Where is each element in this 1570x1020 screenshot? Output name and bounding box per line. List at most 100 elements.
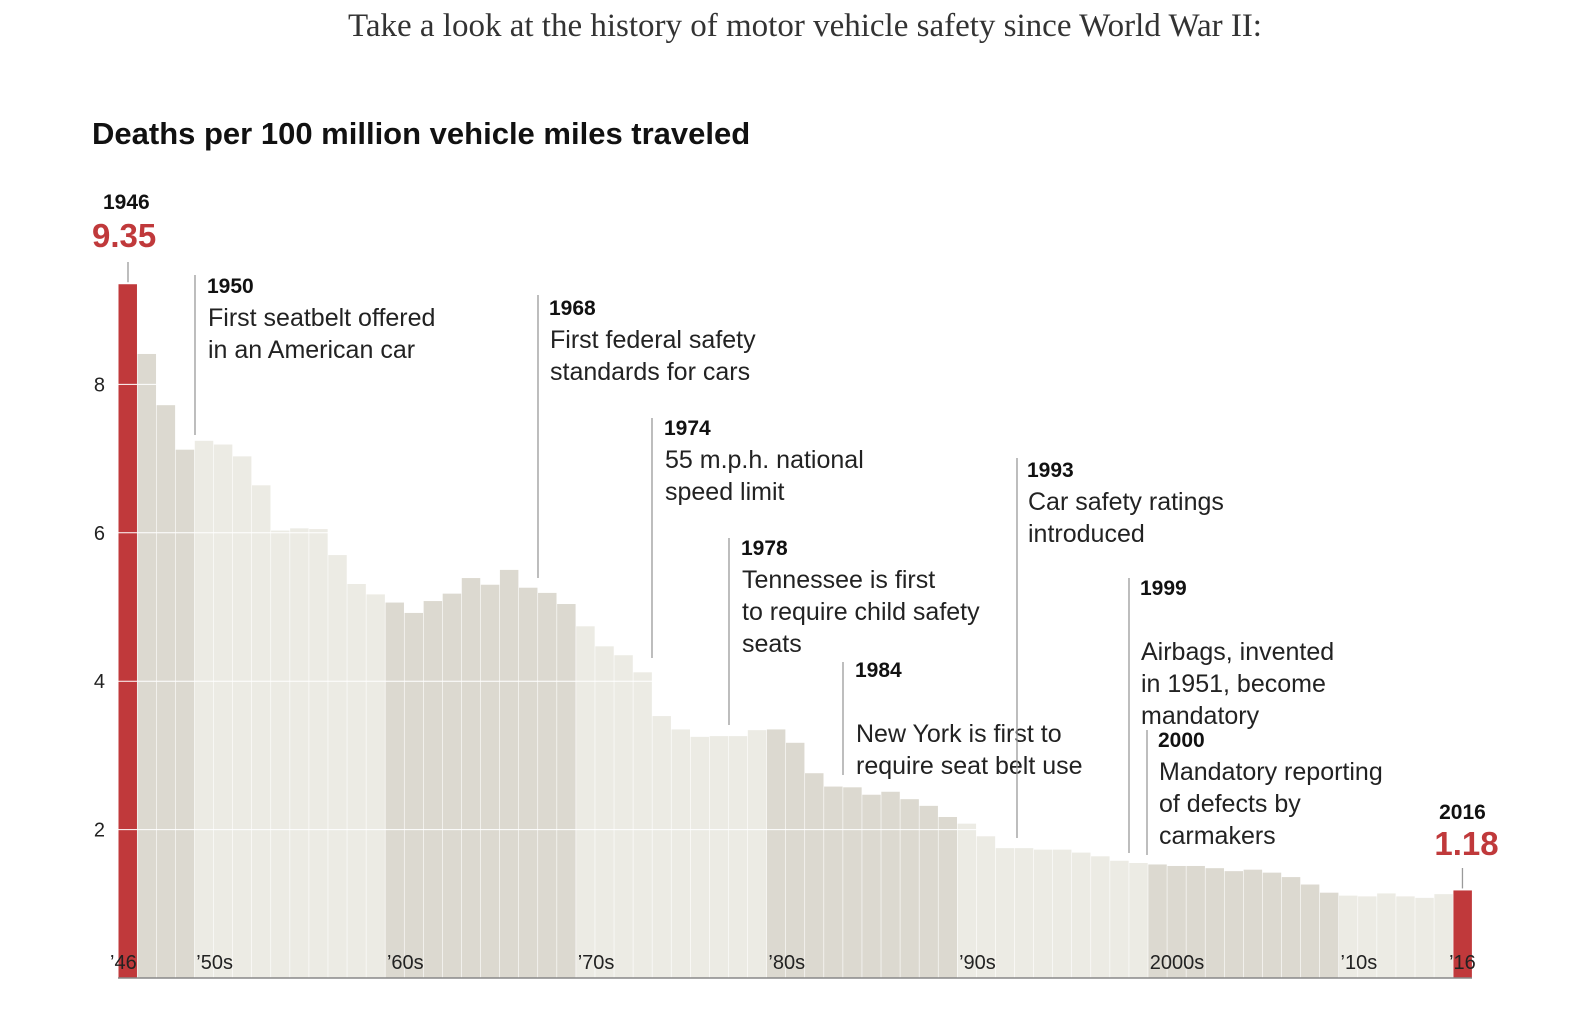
y-ticks-group: 2 4 6 8	[94, 374, 105, 841]
annotation-year-1993: 1993	[1027, 459, 1074, 482]
bar-1999	[1129, 862, 1148, 978]
annotation-text-1968-0: First federal safety	[550, 326, 756, 354]
annotation-text-1993-0: Car safety ratings	[1028, 488, 1224, 516]
annotation-text-1984-2: require seat belt use	[856, 752, 1083, 780]
bar-2015	[1434, 894, 1453, 978]
chart-title: Deaths per 100 million vehicle miles tra…	[92, 116, 751, 151]
bar-1977	[709, 736, 729, 978]
bar-1972	[614, 655, 633, 978]
bar-1989	[938, 816, 957, 978]
x-tick-label-2000: 2000s	[1150, 952, 1205, 974]
bar-1976	[690, 736, 710, 978]
bar-1978	[728, 736, 748, 978]
annotation-year-1968: 1968	[549, 297, 596, 320]
annotation-text-1984-1: New York is first to	[856, 720, 1062, 748]
x-tick-label-2016: ’16	[1449, 952, 1476, 974]
bar-2010	[1339, 895, 1358, 978]
bar-1952	[232, 456, 252, 978]
x-ticks-group: ’46 ’50s ’60s ’70s ’80s ’90s 2000s ’10s ’16	[110, 952, 1476, 974]
annotation-text-1999-2: in 1951, become	[1141, 670, 1326, 698]
x-tick-label-1970: ’70s	[578, 952, 615, 974]
bar-1995	[1052, 849, 1072, 978]
bar-2001	[1167, 865, 1186, 978]
bar-1950	[194, 440, 214, 978]
bar-2012	[1377, 893, 1396, 978]
bar-1990	[957, 823, 977, 978]
highlight-year-2016: 2016	[1439, 801, 1486, 824]
bar-1953	[251, 485, 271, 978]
bar-1991	[976, 836, 996, 978]
bar-2003	[1205, 868, 1224, 978]
bar-2013	[1396, 896, 1415, 978]
bar-1946	[118, 284, 137, 979]
bar-1987	[900, 799, 919, 978]
x-tick-label-2010: ’10s	[1341, 952, 1378, 974]
x-tick-label-1946: ’46	[110, 952, 137, 974]
x-tick-label-1960: ’60s	[387, 952, 424, 974]
x-tick-label-1980: ’80s	[768, 952, 805, 974]
y-tick-label-2: 2	[94, 820, 105, 842]
bar-1963	[442, 593, 462, 978]
bar-1954	[271, 530, 290, 978]
annotation-year-2000: 2000	[1158, 729, 1205, 752]
bar-1988	[919, 805, 938, 978]
bar-1973	[633, 672, 652, 978]
y-tick-label-4: 4	[94, 671, 105, 693]
annotation-text-1993-1: introduced	[1028, 520, 1145, 548]
bar-1966	[499, 569, 519, 978]
bar-2000	[1148, 864, 1167, 978]
annotation-text-1999-1: Airbags, invented	[1141, 638, 1334, 666]
annotation-text-1950-0: First seatbelt offered	[208, 304, 435, 332]
bar-1967	[518, 587, 538, 978]
bar-1970	[576, 626, 595, 978]
intro-text: Take a look at the history of motor vehi…	[348, 8, 1262, 44]
bar-1983	[824, 786, 843, 978]
bar-1971	[595, 646, 614, 978]
annotation-text-2000-0: Mandatory reporting	[1159, 758, 1383, 786]
annotation-year-1999: 1999	[1140, 577, 1187, 600]
annotation-year-1950: 1950	[207, 275, 254, 298]
annotation-text-2000-1: of defects by	[1159, 790, 1301, 818]
annotation-text-1974-1: speed limit	[665, 478, 785, 506]
annotations-group: 1950 First seatbelt offered in an American…	[194, 275, 1383, 855]
bar-1964	[461, 578, 481, 978]
bar-1959	[366, 594, 385, 978]
bar-1980	[766, 729, 786, 978]
annotation-text-2000-2: carmakers	[1159, 822, 1276, 850]
bar-1982	[805, 773, 824, 978]
bar-1974	[652, 716, 671, 978]
annotation-text-1974-0: 55 m.p.h. national	[665, 446, 864, 474]
annotation-text-1978-2: seats	[742, 630, 802, 658]
annotation-text-1978-0: Tennessee is first	[742, 566, 935, 594]
bar-2002	[1186, 865, 1205, 978]
bar-2011	[1358, 896, 1377, 978]
highlight-value-2016: 1.18	[1434, 825, 1498, 862]
y-tick-label-8: 8	[94, 374, 105, 396]
bar-1951	[213, 444, 233, 978]
bar-1985	[862, 794, 881, 978]
x-tick-label-1990: ’90s	[959, 952, 996, 974]
bar-1993	[1014, 848, 1034, 978]
bar-1965	[480, 584, 500, 978]
bar-1956	[309, 529, 328, 978]
bar-1960	[385, 602, 404, 978]
bar-1979	[747, 730, 767, 978]
bar-2004	[1224, 871, 1244, 978]
bar-1947	[137, 353, 157, 979]
bar-1996	[1072, 852, 1091, 978]
bar-2016	[1453, 890, 1472, 978]
annotation-text-1950-1: in an American car	[208, 336, 415, 364]
bar-2014	[1415, 897, 1434, 978]
annotation-year-1974: 1974	[664, 417, 711, 440]
bar-1997	[1091, 856, 1110, 978]
x-tick-label-1950: ’50s	[196, 952, 233, 974]
bars-group	[118, 284, 1472, 979]
bar-1975	[671, 729, 691, 978]
highlight-value-1946: 9.35	[92, 217, 156, 254]
bar-1986	[881, 791, 900, 978]
gridlines-group	[92, 383, 1472, 979]
annotation-text-1978-1: to require child safety	[742, 598, 980, 626]
bar-2005	[1243, 869, 1263, 978]
bar-1981	[785, 742, 805, 978]
bar-1949	[175, 449, 195, 978]
